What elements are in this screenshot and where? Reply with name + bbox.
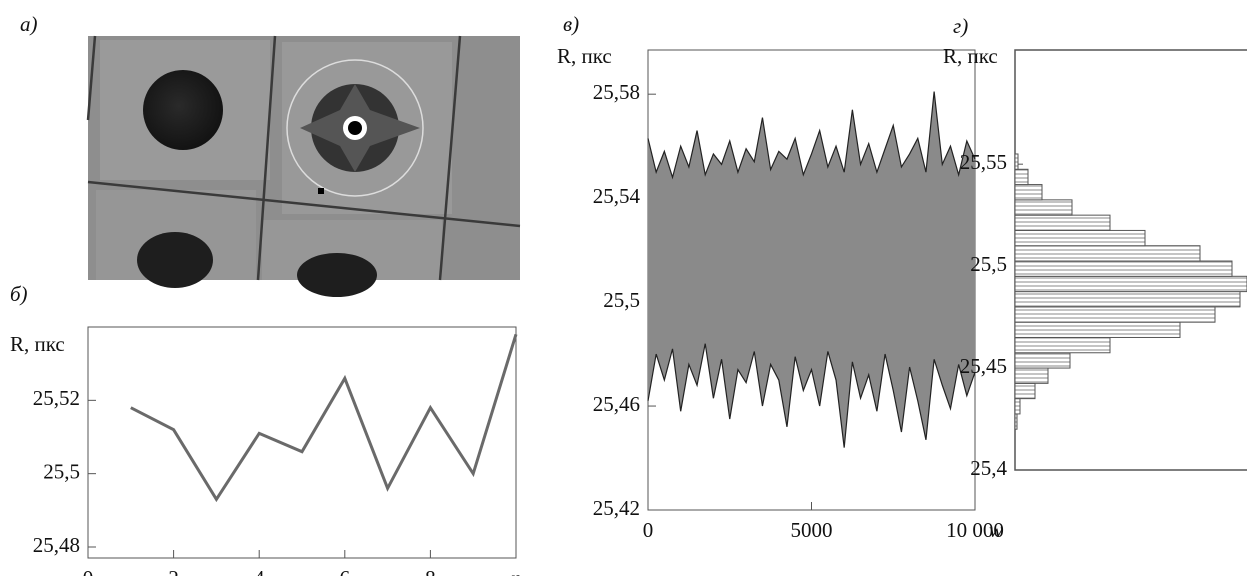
x-tick-label: 0 [643, 518, 654, 542]
x-tick-label: 8 [425, 566, 436, 576]
hist-bar [1014, 336, 1111, 354]
hist-bar [1014, 153, 1019, 170]
data-line [130, 333, 518, 503]
hist-bar [1014, 214, 1111, 231]
y-tick-label: 25,5 [603, 288, 640, 312]
panel-label: а) [20, 12, 38, 36]
y-tick-label: 25,46 [593, 392, 640, 416]
y-tick-label: 25,52 [33, 386, 80, 410]
y-tick-label: 25,45 [960, 354, 1007, 378]
y-tick-label: 25,48 [33, 533, 80, 557]
hist-bar [1014, 245, 1201, 262]
y-tick-label: 25,5 [43, 459, 80, 483]
hist-bar [1014, 413, 1018, 430]
plot-frame [87, 326, 517, 559]
hist-bar [1014, 260, 1233, 277]
hist-bar [1014, 306, 1216, 323]
noise-band [648, 91, 975, 448]
x-tick-label: 0 [83, 566, 94, 576]
upper-envelope [647, 91, 976, 180]
hist-bar [1014, 398, 1021, 415]
x-axis-label: w [989, 518, 1003, 542]
x-tick-label: 2 [168, 566, 179, 576]
photo [86, 35, 521, 297]
y-axis-label: R, пкс [10, 332, 65, 356]
panel-label: б) [10, 282, 28, 306]
lower-envelope [647, 343, 976, 448]
y-tick-label: 25,5 [970, 252, 1007, 276]
x-tick-label: 4 [254, 566, 265, 576]
x-tick-label: 6 [340, 566, 351, 576]
y-tick-label: 25,42 [593, 496, 640, 520]
hist-bar [1014, 168, 1029, 186]
hist-bar [1014, 229, 1146, 247]
hist-bar [1014, 382, 1036, 400]
y-tick-label: 25,55 [960, 150, 1007, 174]
x-tick-label: 10 000 [946, 518, 1004, 542]
hist-bar [1014, 275, 1247, 293]
panel-label: в) [563, 12, 579, 36]
y-tick-label: 25,54 [593, 184, 641, 208]
y-axis-label: R, пкс [943, 44, 998, 68]
y-tick-label: 25,58 [593, 80, 640, 104]
hist-bar [1014, 184, 1043, 201]
x-tick-label: 5000 [791, 518, 833, 542]
hist-bar [1014, 321, 1181, 338]
x-axis-label: n [511, 566, 522, 576]
hist-bar [1014, 199, 1073, 216]
y-axis-label: R, пкс [557, 44, 612, 68]
hist-bar [1014, 352, 1071, 369]
hist-bar [1014, 367, 1049, 384]
panel-label: г) [953, 14, 968, 38]
y-tick-label: 25,4 [970, 456, 1007, 480]
hist-bar [1014, 291, 1241, 308]
